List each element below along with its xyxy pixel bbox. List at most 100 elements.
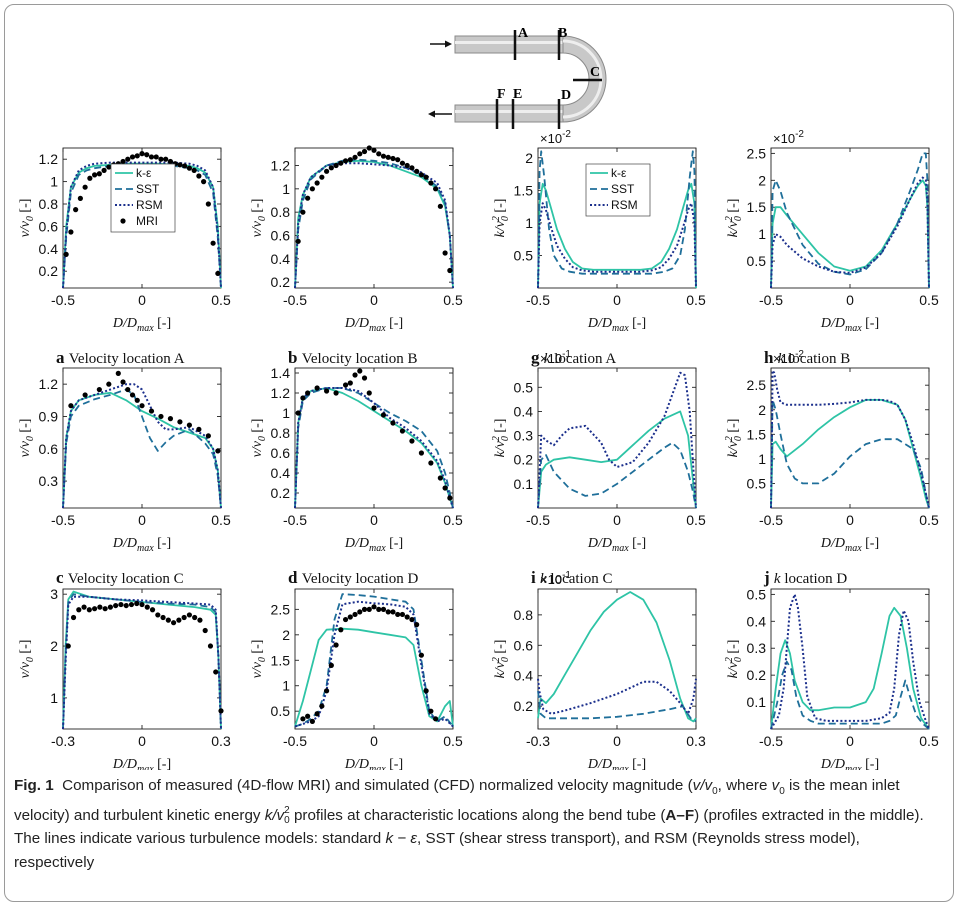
- mri-point: [324, 168, 330, 174]
- subplot-caption: d Velocity location D: [288, 568, 419, 587]
- y-tick-label: 3: [50, 586, 58, 602]
- subplot-letter: h: [764, 348, 778, 367]
- axis-exponent-power: -1: [562, 349, 571, 360]
- x-axis-label: D/Dmax [-]: [112, 316, 171, 334]
- pipe-upper-shine: [455, 41, 563, 44]
- x-tick-label: 0.3: [686, 733, 706, 749]
- mri-point: [120, 379, 126, 385]
- x-tick-label: 0.5: [686, 512, 706, 528]
- mri-point: [428, 708, 434, 714]
- y-tick-label: 1.5: [747, 426, 767, 442]
- mri-point: [324, 688, 330, 694]
- series-rsm-line: [770, 176, 930, 289]
- x-axis-label: D/Dmax [-]: [587, 316, 646, 334]
- y-tick-label: 0.2: [39, 263, 59, 279]
- y-axis-label-unit: [-]: [18, 640, 33, 658]
- x-tick-label: 0.3: [211, 733, 231, 749]
- mri-point: [107, 604, 113, 610]
- y-axis-label: v/v0 [-]: [18, 419, 36, 458]
- series-keps-line: [770, 179, 930, 289]
- subplot-caption-text: location A: [550, 351, 616, 367]
- x-axis-label-sub: max: [369, 323, 386, 334]
- series-keps-line: [537, 410, 697, 509]
- mri-point: [207, 643, 214, 649]
- x-axis-label-sub: max: [845, 323, 862, 334]
- mri-point: [123, 602, 129, 609]
- x-tick-label: 0: [138, 512, 146, 528]
- y-axis-label: k/v20 [-]: [491, 640, 511, 679]
- mri-point: [376, 151, 382, 157]
- series-rsm-line: [62, 161, 222, 289]
- mri-point: [92, 606, 98, 612]
- y-tick-label: 1.2: [39, 376, 59, 392]
- mri-point: [352, 372, 358, 378]
- mri-point: [201, 179, 207, 185]
- axes-box: [770, 367, 930, 509]
- x-axis-label-main: D/D: [112, 536, 137, 551]
- mri-point: [423, 174, 429, 180]
- mri-point: [300, 209, 306, 215]
- series-sst-line: [294, 387, 454, 509]
- y-axis-label-sub: 0: [733, 657, 744, 662]
- y-tick-label: 0.4: [271, 251, 291, 267]
- mri-point: [347, 380, 353, 386]
- y-axis-label: k/v20 [-]: [491, 199, 511, 238]
- y-axis-label-v: v/v: [18, 220, 33, 237]
- x-tick-label: 0.5: [443, 512, 463, 528]
- y-axis-label-unit: [-]: [726, 640, 741, 658]
- subplot-h: -0.5 0 0.50.511.522.5×10-2k/v20 [-]D/Dmax …: [724, 129, 939, 367]
- axis-exponent: ×10-2: [773, 129, 804, 146]
- mri-point: [342, 616, 349, 623]
- mri-point: [186, 612, 192, 618]
- mri-point: [192, 614, 198, 621]
- y-tick-label: 0.8: [514, 607, 534, 623]
- mri-point: [153, 154, 159, 160]
- mri-point: [129, 392, 136, 398]
- y-axis-label-sub: 0: [25, 657, 36, 662]
- mri-point: [395, 611, 401, 618]
- mri-point: [385, 609, 391, 615]
- y-axis-label-k: k/v: [493, 440, 508, 457]
- mri-point: [324, 388, 330, 394]
- legend-mri-marker: [120, 218, 126, 224]
- x-tick-label: 0: [613, 512, 621, 528]
- y-tick-label: 0.6: [514, 637, 534, 653]
- x-tick-label: 0: [846, 733, 854, 749]
- y-tick-label: 0.8: [271, 204, 291, 220]
- y-axis-label-sup: 2: [491, 436, 502, 441]
- y-axis-label-unit: [-]: [493, 199, 508, 217]
- series-sst-line: [770, 399, 930, 509]
- x-tick-label: -0.5: [759, 512, 783, 528]
- y-axis-label-v: v/v: [18, 440, 33, 457]
- caption-sub-0a: 0: [712, 786, 718, 798]
- mri-point: [338, 160, 344, 166]
- y-axis-label-unit: [-]: [18, 419, 33, 437]
- figure-border: [4, 4, 954, 902]
- figure-caption: Fig. 1 Comparison of measured (4D-flow M…: [14, 774, 944, 874]
- mri-point: [97, 604, 103, 610]
- y-tick-label: 1: [50, 174, 58, 190]
- y-tick-label: 0.8: [271, 425, 291, 441]
- mri-point: [328, 662, 334, 668]
- mri-point: [205, 433, 211, 439]
- mri-point: [68, 229, 74, 235]
- x-axis-label-sub: max: [612, 543, 629, 554]
- mri-point: [309, 186, 315, 192]
- y-tick-label: 0.5: [271, 703, 291, 719]
- y-tick-label: 0.4: [747, 613, 767, 629]
- axis-exponent-power: -2: [795, 349, 804, 360]
- mri-point: [210, 240, 216, 246]
- mri-point: [158, 156, 164, 162]
- x-tick-label: -0.5: [51, 292, 75, 308]
- y-tick-label: 0.3: [39, 473, 59, 489]
- mri-point: [160, 614, 166, 621]
- mri-point: [68, 403, 74, 409]
- subplot-caption: g k location A: [531, 348, 616, 367]
- y-axis-label-unit: [-]: [18, 199, 33, 217]
- series-sst-line: [62, 388, 222, 509]
- x-axis-label-unit: [-]: [629, 316, 647, 331]
- series-rsm-line: [294, 600, 454, 728]
- mri-point: [300, 395, 306, 401]
- mri-point: [399, 160, 406, 166]
